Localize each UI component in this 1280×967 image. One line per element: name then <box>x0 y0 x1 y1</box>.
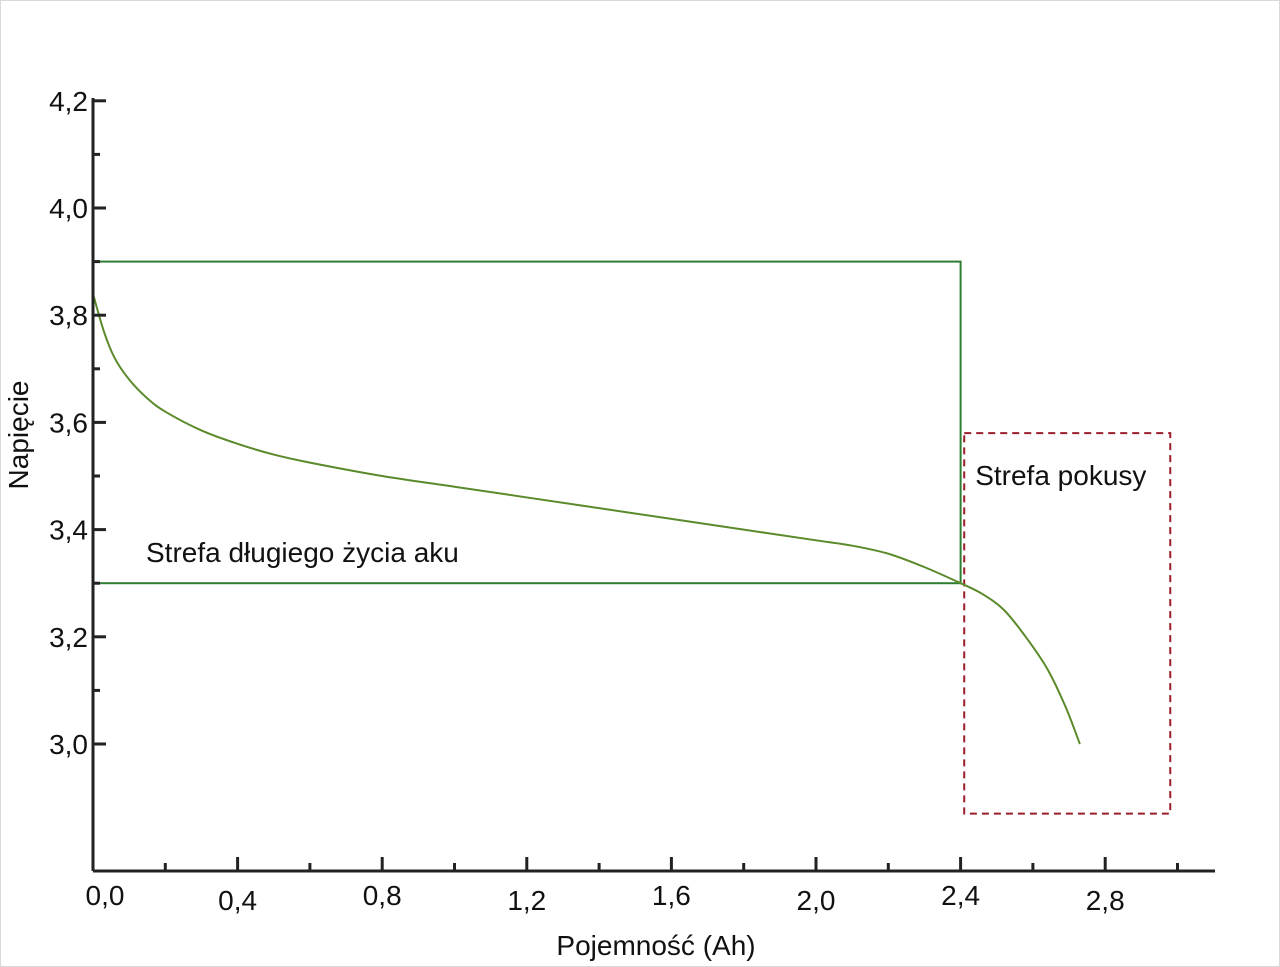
y-tick-label-1: 3,2 <box>49 622 88 653</box>
zone-label-long-life: Strefa długiego życia aku <box>146 537 459 568</box>
y-tick-label-2: 3,4 <box>49 515 88 546</box>
x-tick-label-1: 0,4 <box>218 885 257 916</box>
ticks-layer: 3,0 3,2 3,4 3,6 3,8 4,0 4,2 0,0 0,4 0,8 1,2 1,6 2,0 2… <box>49 86 1179 916</box>
zone-label-temptation: Strefa pokusy <box>975 460 1146 491</box>
y-tick-label-0: 3,0 <box>49 729 88 760</box>
x-axis-title: Pojemność (Ah) <box>556 930 755 961</box>
y-tick-label-6: 4,2 <box>49 86 88 117</box>
axes-layer <box>91 98 1215 873</box>
zone-box-1 <box>963 432 1172 815</box>
discharge-curve <box>92 293 1081 745</box>
x-tick-label-2: 0,8 <box>363 880 402 911</box>
y-axis-title: Napięcie <box>3 381 34 490</box>
y-tick-label-5: 4,0 <box>49 193 88 224</box>
x-tick-label-3: 1,2 <box>507 885 546 916</box>
x-tick-label-7: 2,8 <box>1086 885 1125 916</box>
y-tick-label-3: 3,6 <box>49 407 88 438</box>
zone-box-0 <box>92 260 962 585</box>
y-tick-label-4: 3,8 <box>49 300 88 331</box>
x-tick-label-0: 0,0 <box>86 880 125 911</box>
x-tick-label-6: 2,4 <box>941 880 980 911</box>
x-tick-label-5: 2,0 <box>797 885 836 916</box>
x-tick-label-4: 1,6 <box>652 880 691 911</box>
zone-labels-layer: Strefa długiego życia aku Strefa pokusy <box>146 460 1146 568</box>
